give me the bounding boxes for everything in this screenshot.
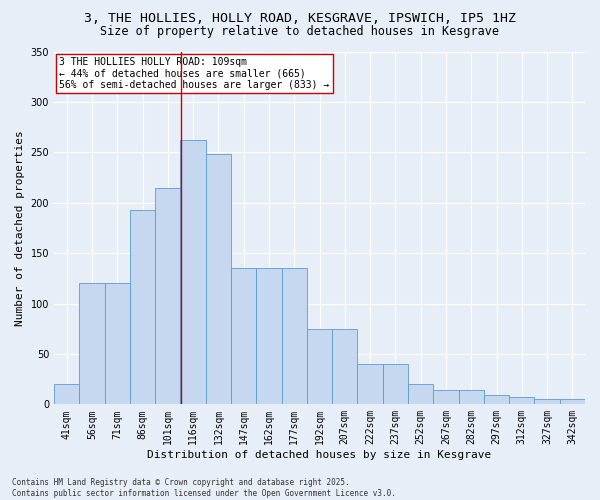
Bar xyxy=(307,328,332,404)
Bar xyxy=(231,268,256,404)
Bar xyxy=(79,284,104,405)
Bar xyxy=(535,400,560,404)
Bar xyxy=(332,328,358,404)
Bar xyxy=(458,390,484,404)
Bar xyxy=(155,188,181,404)
Bar xyxy=(484,396,509,404)
Bar xyxy=(560,400,585,404)
Y-axis label: Number of detached properties: Number of detached properties xyxy=(15,130,25,326)
Bar xyxy=(281,268,307,404)
Bar xyxy=(408,384,433,404)
Bar xyxy=(358,364,383,405)
Bar xyxy=(509,398,535,404)
Text: Size of property relative to detached houses in Kesgrave: Size of property relative to detached ho… xyxy=(101,25,499,38)
Bar xyxy=(433,390,458,404)
Bar xyxy=(383,364,408,405)
Bar xyxy=(181,140,206,404)
Text: 3, THE HOLLIES, HOLLY ROAD, KESGRAVE, IPSWICH, IP5 1HZ: 3, THE HOLLIES, HOLLY ROAD, KESGRAVE, IP… xyxy=(84,12,516,26)
Bar xyxy=(104,284,130,405)
Text: Contains HM Land Registry data © Crown copyright and database right 2025.
Contai: Contains HM Land Registry data © Crown c… xyxy=(12,478,396,498)
Text: 3 THE HOLLIES HOLLY ROAD: 109sqm
← 44% of detached houses are smaller (665)
56% : 3 THE HOLLIES HOLLY ROAD: 109sqm ← 44% o… xyxy=(59,57,329,90)
Bar xyxy=(130,210,155,404)
Bar xyxy=(206,154,231,404)
X-axis label: Distribution of detached houses by size in Kesgrave: Distribution of detached houses by size … xyxy=(148,450,491,460)
Bar xyxy=(54,384,79,404)
Bar xyxy=(256,268,281,404)
